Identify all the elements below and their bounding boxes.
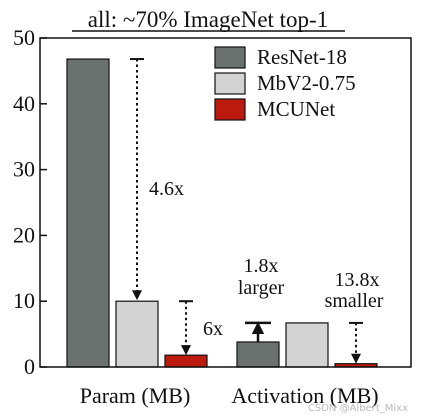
bar-mbv2-0-75-param xyxy=(115,300,159,368)
annotation-label-1-8x: 1.8x xyxy=(244,255,279,277)
y-tick-label-40: 40 xyxy=(13,91,35,116)
plot-frame xyxy=(39,37,412,368)
legend-label-mcunet: MCUNet xyxy=(257,97,335,121)
legend-swatch-mbv2-0-75 xyxy=(214,72,246,95)
legend-swatch-resnet-18 xyxy=(214,46,246,69)
legend-label-resnet-18: ResNet-18 xyxy=(257,45,347,69)
x-axis: Param (MB) Activation (MB) xyxy=(80,383,379,408)
x-category-label-activation: Activation (MB) xyxy=(231,383,378,408)
y-axis: 0 10 20 30 40 50 xyxy=(13,25,47,379)
annotation-label-13-8x: 13.8x xyxy=(335,269,380,291)
y-tick-label-20: 20 xyxy=(13,222,35,247)
annotation-label-larger: larger xyxy=(238,277,285,299)
y-tick-label-0: 0 xyxy=(24,354,35,379)
y-tick-label-30: 30 xyxy=(13,157,35,182)
x-category-label-param: Param (MB) xyxy=(80,383,191,408)
y-tick-label-10: 10 xyxy=(13,288,35,313)
bar-mbv2-0-75-activation xyxy=(285,322,329,368)
watermark: CSDN @Albert_Mixx xyxy=(308,403,408,414)
legend-swatch-mcunet xyxy=(214,98,246,121)
annotation-label-smaller: smaller xyxy=(325,290,384,312)
bar-resnet-18-activation xyxy=(236,341,280,368)
legend-label-mbv2-0-75: MbV2-0.75 xyxy=(257,71,356,95)
chart-title: all: ~70% ImageNet top-1 xyxy=(88,7,328,32)
bar-mcunet-param xyxy=(164,354,208,368)
y-tick-label-50: 50 xyxy=(13,25,35,50)
annotation-label-4-6x: 4.6x xyxy=(149,178,184,200)
annotation-label-6x: 6x xyxy=(203,318,223,340)
bar-resnet-18-param xyxy=(66,58,110,368)
